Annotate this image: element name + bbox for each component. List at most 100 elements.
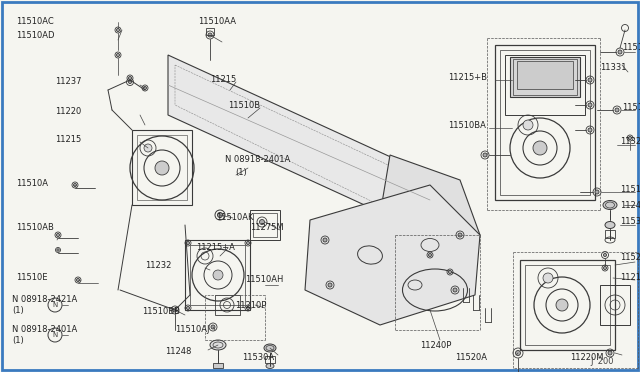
- Circle shape: [323, 238, 327, 242]
- Circle shape: [608, 351, 612, 355]
- Circle shape: [116, 29, 120, 32]
- Circle shape: [77, 279, 79, 282]
- Text: 11220M: 11220M: [570, 353, 604, 362]
- Circle shape: [57, 249, 60, 251]
- Bar: [132, 130, 192, 205]
- Circle shape: [74, 183, 77, 186]
- Text: 11520A: 11520A: [455, 353, 487, 362]
- Circle shape: [429, 253, 431, 257]
- Circle shape: [129, 77, 131, 80]
- Circle shape: [208, 33, 212, 37]
- Circle shape: [453, 288, 457, 292]
- Polygon shape: [168, 55, 430, 235]
- Circle shape: [595, 190, 599, 194]
- Circle shape: [628, 137, 632, 140]
- Ellipse shape: [266, 363, 274, 369]
- Text: 11510AG: 11510AG: [622, 44, 640, 52]
- Text: N 08918-2421A: N 08918-2421A: [12, 295, 77, 305]
- Circle shape: [116, 54, 120, 57]
- Circle shape: [515, 350, 520, 356]
- Text: 11320: 11320: [620, 138, 640, 147]
- Text: (1): (1): [235, 167, 247, 176]
- Bar: [513, 59, 577, 95]
- Text: 11510AD: 11510AD: [16, 32, 54, 41]
- Text: 11215: 11215: [210, 76, 236, 84]
- Text: 11510A: 11510A: [16, 179, 48, 187]
- Text: N 08918-2401A: N 08918-2401A: [225, 155, 291, 164]
- Circle shape: [246, 241, 250, 244]
- Text: N 08918-2401A: N 08918-2401A: [12, 326, 77, 334]
- Circle shape: [129, 80, 131, 83]
- Text: 11520AA: 11520AA: [620, 253, 640, 263]
- Circle shape: [604, 253, 607, 257]
- Ellipse shape: [605, 221, 615, 228]
- Bar: [505, 55, 585, 115]
- Text: 11248M: 11248M: [620, 201, 640, 209]
- Bar: [250, 210, 280, 240]
- Text: (1): (1): [12, 305, 24, 314]
- Bar: [265, 356, 275, 363]
- Text: 11215M: 11215M: [620, 273, 640, 282]
- Circle shape: [218, 212, 223, 218]
- Circle shape: [523, 120, 533, 130]
- Bar: [605, 230, 615, 238]
- Text: 11215+A: 11215+A: [196, 244, 235, 253]
- Bar: [206, 28, 214, 35]
- Text: 11510BA: 11510BA: [448, 121, 486, 129]
- Text: J  200: J 200: [590, 357, 614, 366]
- Text: N: N: [52, 332, 58, 338]
- Text: N: N: [52, 302, 58, 308]
- Bar: [190, 245, 245, 305]
- Text: 11510AB: 11510AB: [16, 224, 54, 232]
- Bar: [525, 265, 610, 345]
- Circle shape: [155, 161, 169, 175]
- Circle shape: [543, 273, 553, 283]
- Polygon shape: [380, 155, 480, 290]
- Circle shape: [449, 270, 451, 273]
- Circle shape: [588, 103, 592, 107]
- Text: (1): (1): [12, 336, 24, 344]
- Text: 11530AA: 11530AA: [620, 218, 640, 227]
- Circle shape: [143, 87, 147, 90]
- Text: 11240P: 11240P: [420, 340, 451, 350]
- Text: 11275M: 11275M: [250, 224, 284, 232]
- Bar: [510, 57, 580, 97]
- Bar: [137, 135, 187, 200]
- Circle shape: [213, 270, 223, 280]
- Circle shape: [533, 141, 547, 155]
- Text: 11215: 11215: [55, 135, 81, 144]
- Text: 11510AH: 11510AH: [245, 276, 284, 285]
- Circle shape: [173, 308, 177, 312]
- Circle shape: [483, 153, 487, 157]
- Circle shape: [604, 266, 607, 269]
- Text: 11248: 11248: [165, 347, 191, 356]
- Text: 11510AE: 11510AE: [622, 103, 640, 112]
- Circle shape: [246, 307, 250, 310]
- Text: 11210P: 11210P: [235, 301, 266, 310]
- Circle shape: [588, 78, 592, 82]
- Ellipse shape: [210, 340, 226, 350]
- Circle shape: [144, 144, 152, 152]
- Circle shape: [588, 128, 592, 132]
- Bar: [213, 363, 223, 368]
- Bar: [517, 61, 573, 89]
- Text: 11510AC: 11510AC: [16, 17, 54, 26]
- Circle shape: [328, 283, 332, 287]
- Ellipse shape: [264, 344, 276, 352]
- Circle shape: [211, 325, 215, 329]
- Bar: [500, 50, 590, 195]
- Bar: [185, 240, 250, 310]
- Text: 11510AK: 11510AK: [216, 214, 253, 222]
- Text: 11220: 11220: [55, 108, 81, 116]
- Text: 11530A: 11530A: [242, 353, 274, 362]
- Text: 11510AA: 11510AA: [198, 17, 236, 26]
- Circle shape: [186, 307, 189, 310]
- Polygon shape: [305, 185, 480, 325]
- Bar: [520, 260, 615, 350]
- Text: 11510E: 11510E: [16, 273, 47, 282]
- Text: 11237: 11237: [55, 77, 81, 87]
- Bar: [495, 45, 595, 200]
- Text: 11510AJ: 11510AJ: [175, 326, 209, 334]
- Bar: [253, 213, 277, 237]
- Text: 11510BB: 11510BB: [142, 308, 180, 317]
